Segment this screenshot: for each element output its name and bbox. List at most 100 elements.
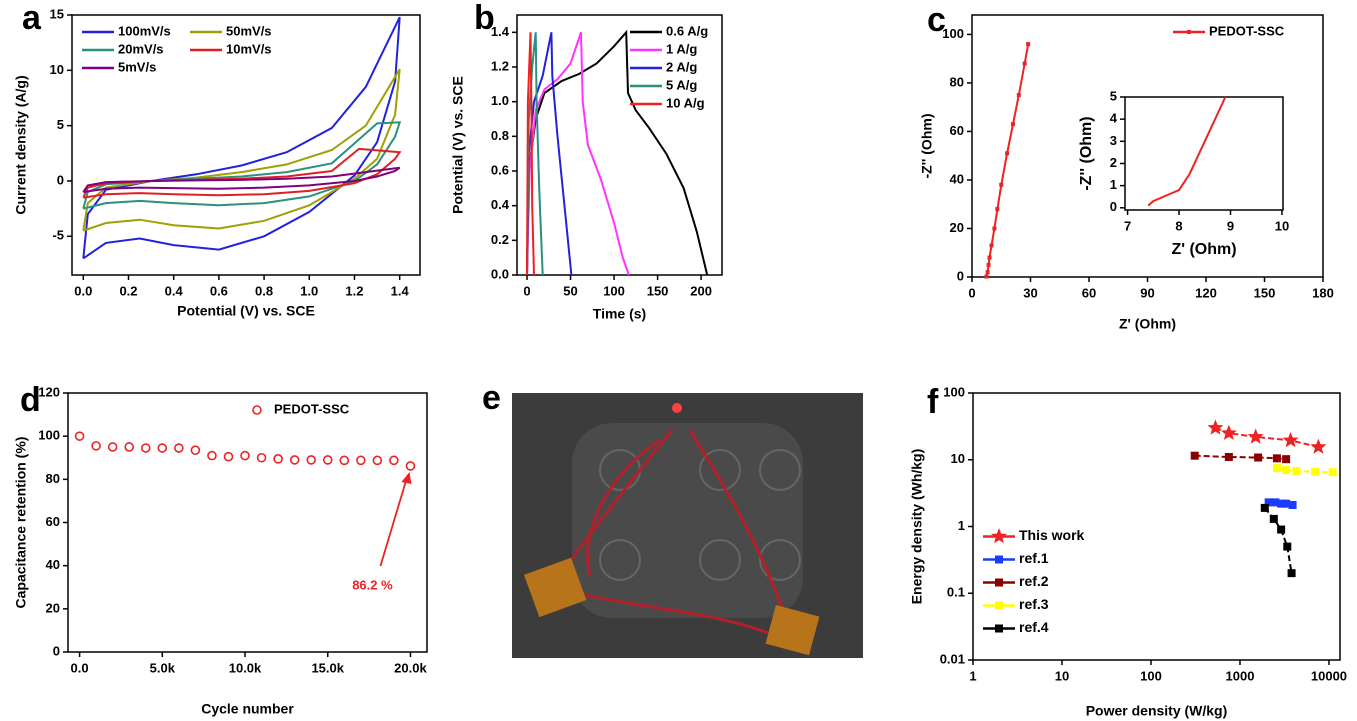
legend-label: 5mV/s — [118, 59, 156, 74]
y-tick-label: 1 — [958, 518, 965, 533]
panel-label: f — [927, 383, 939, 421]
y-tick-label: 0.6 — [491, 162, 509, 177]
circle-marker — [389, 455, 399, 466]
y-tick-label: 0.2 — [491, 232, 509, 247]
x-tick-label: 120 — [1195, 285, 1217, 300]
y-axis-label: Energy density (Wh/kg) — [909, 449, 925, 605]
x-tick-label: 30 — [1023, 285, 1037, 300]
y-tick-label: 0 — [957, 268, 964, 283]
x-tick-label: 150 — [647, 283, 669, 298]
x-axis-label: Z' (Ohm) — [1119, 316, 1176, 332]
series-line — [526, 32, 573, 276]
circle-marker — [190, 445, 201, 455]
y-axis-label: Potential (V) vs. SCE — [450, 76, 466, 214]
square-marker — [1288, 500, 1297, 509]
plot-frame — [67, 392, 428, 653]
x-tick-label: 0 — [968, 285, 975, 300]
x-tick-label: 10.0k — [229, 660, 262, 675]
y-tick-label: 60 — [46, 514, 60, 529]
series-line — [526, 32, 535, 276]
legend-label: This work — [1019, 527, 1085, 543]
square-marker — [1282, 466, 1291, 475]
wire — [564, 588, 786, 642]
y-tick-label: 0.8 — [491, 128, 509, 143]
y-tick-label: 2 — [1110, 155, 1117, 170]
y-tick-label: 0 — [57, 172, 64, 187]
series-line — [82, 68, 401, 232]
stamp — [759, 449, 801, 491]
device — [523, 557, 587, 618]
stamp — [759, 539, 801, 581]
x-tick-label: 60 — [1082, 285, 1096, 300]
x-tick-label: 1.2 — [345, 283, 363, 298]
y-tick-label: 1.2 — [491, 58, 509, 73]
square-marker — [989, 243, 994, 248]
y-tick-label: 0 — [53, 643, 60, 658]
x-tick-label: 0 — [523, 283, 530, 298]
circle-marker — [91, 441, 101, 451]
y-tick-label: 120 — [38, 384, 60, 399]
y-tick-label: 0.0 — [491, 266, 509, 281]
x-axis-label: Power density (W/kg) — [1086, 703, 1228, 719]
legend-label: PEDOT-SSC — [1209, 23, 1285, 38]
legend-label: 5 A/g — [666, 77, 697, 92]
circle-marker — [174, 443, 184, 453]
legend-label: ref.1 — [1019, 550, 1049, 566]
y-axis-label: Capacitance retention (%) — [13, 437, 29, 609]
x-tick-label: 10 — [1275, 218, 1289, 233]
circle-marker — [223, 451, 234, 462]
circle-marker — [306, 455, 316, 465]
circle-marker — [289, 455, 300, 465]
y-tick-label: 0.1 — [947, 585, 965, 600]
square-marker — [1224, 452, 1233, 461]
y-tick-label: 60 — [950, 123, 964, 138]
circle-marker — [339, 455, 350, 466]
square-marker — [1283, 542, 1292, 551]
y-tick-label: 20 — [46, 600, 60, 615]
y-tick-label: 10 — [951, 451, 965, 466]
panel-label: e — [482, 379, 501, 417]
x-tick-label: 200 — [690, 283, 712, 298]
square-marker — [1282, 499, 1291, 508]
series-line — [82, 166, 401, 193]
series-line — [526, 29, 709, 276]
legend-label: ref.3 — [1019, 596, 1049, 612]
series-line — [1264, 507, 1293, 574]
square-marker — [1277, 499, 1286, 508]
x-tick-label: 8 — [1175, 218, 1182, 233]
x-axis-label: Potential (V) vs. SCE — [177, 303, 315, 319]
y-tick-label: 10 — [50, 62, 64, 77]
x-tick-label: 0.4 — [165, 283, 184, 298]
square-marker — [992, 226, 997, 231]
x-axis-label: Z' (Ohm) — [1171, 241, 1236, 258]
y-tick-label: 80 — [950, 74, 964, 89]
x-tick-label: 7 — [1124, 218, 1131, 233]
square-marker — [1187, 30, 1191, 34]
x-tick-label: 0.0 — [71, 660, 89, 675]
stamp — [699, 449, 741, 491]
y-tick-label: 1.0 — [491, 93, 509, 108]
square-marker — [1010, 122, 1015, 127]
legend-label: 0.6 A/g — [666, 23, 708, 38]
legend-label: 2 A/g — [666, 59, 697, 74]
y-tick-label: 100 — [38, 428, 60, 443]
square-marker — [1271, 498, 1280, 507]
circle-marker — [256, 452, 267, 463]
square-marker — [1292, 466, 1301, 475]
circle-marker — [207, 450, 217, 461]
x-tick-label: 90 — [1140, 285, 1154, 300]
led — [672, 403, 682, 413]
x-axis-label: Cycle number — [201, 701, 294, 717]
y-tick-label: 5 — [1110, 88, 1117, 103]
stamp — [599, 539, 641, 581]
x-tick-label: 100 — [603, 283, 625, 298]
x-tick-label: 9 — [1227, 218, 1234, 233]
legend-label: ref.2 — [1019, 573, 1049, 589]
square-marker — [995, 578, 1003, 587]
legend-label: PEDOT-SSC — [274, 401, 350, 416]
device — [765, 604, 820, 656]
photo-glow — [572, 423, 803, 618]
square-marker — [1272, 464, 1281, 473]
circle-marker — [322, 455, 333, 465]
